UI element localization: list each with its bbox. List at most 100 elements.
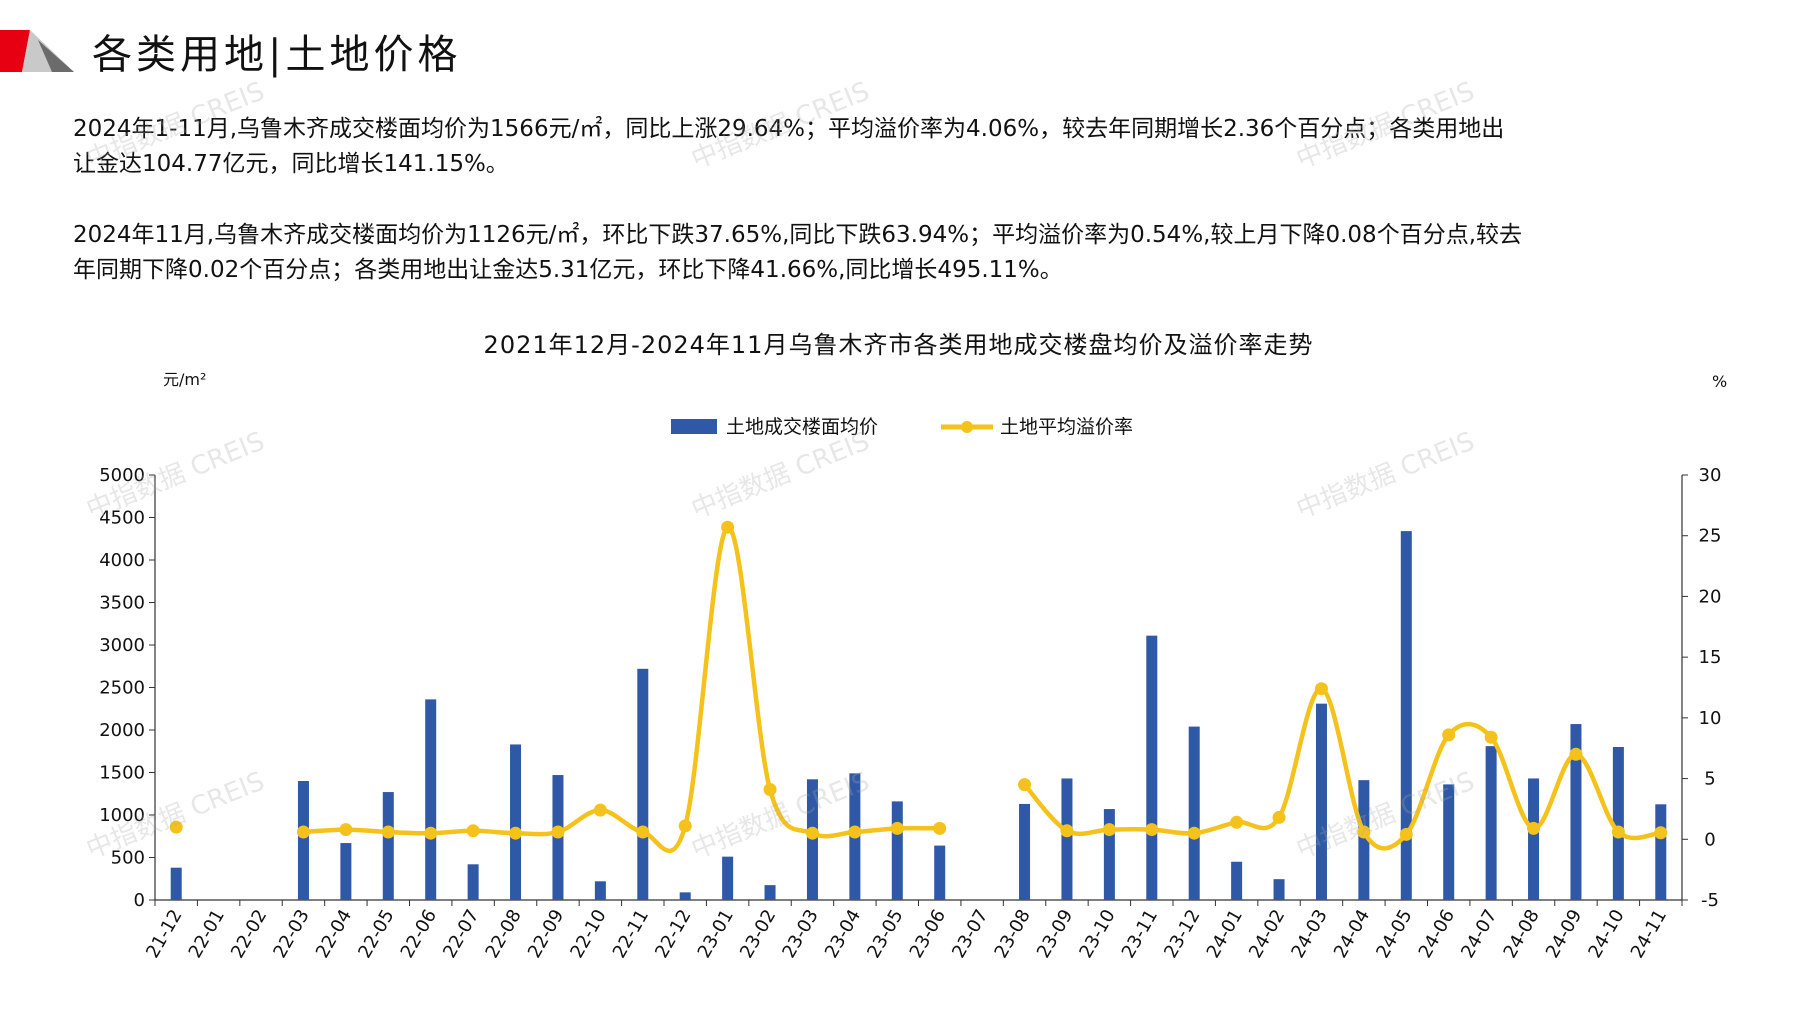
right-axis-tick-label: 20 <box>1699 586 1722 607</box>
line-point <box>1611 825 1625 839</box>
line-point <box>636 825 650 839</box>
bar <box>1188 726 1200 900</box>
bar <box>1146 635 1158 900</box>
right-axis-tick-label: -5 <box>1701 890 1719 911</box>
x-axis-tick-label: 23-12 <box>1160 906 1204 962</box>
line-point <box>169 820 183 834</box>
line-point <box>890 821 904 835</box>
x-axis-tick-label: 22-05 <box>354 906 398 962</box>
bar <box>1315 703 1327 900</box>
x-axis-tick-label: 24-02 <box>1245 906 1289 962</box>
line-point <box>1145 823 1159 837</box>
line-point <box>1314 682 1328 696</box>
x-axis-tick-label: 23-03 <box>778 906 822 962</box>
paragraph-line: 2024年11月,乌鲁木齐成交楼面均价为1126元/㎡，环比下跌37.65%,同… <box>73 222 1522 248</box>
line-point <box>593 803 607 817</box>
line-point <box>848 825 862 839</box>
line-point <box>296 825 310 839</box>
legend-label-premium: 土地平均溢价率 <box>1000 416 1133 438</box>
x-axis-tick-label: 23-09 <box>1033 906 1077 962</box>
x-axis-tick-label: 23-02 <box>736 906 780 962</box>
x-axis-tick-label: 22-12 <box>651 906 695 962</box>
page-title: 各类用地|土地价格 <box>92 32 462 78</box>
bar <box>594 881 606 900</box>
bar <box>1485 746 1497 900</box>
summary-paragraph-month: 2024年11月,乌鲁木齐成交楼面均价为1126元/㎡，环比下跌37.65%,同… <box>73 218 1753 288</box>
right-axis-tick-label: 0 <box>1704 829 1715 850</box>
left-axis-unit: 元/m² <box>163 370 206 389</box>
x-axis-tick-label: 23-07 <box>948 906 992 962</box>
right-axis-tick-label: 25 <box>1699 526 1722 547</box>
left-axis-tick-label: 2000 <box>99 720 145 741</box>
bar <box>510 744 522 900</box>
left-axis-tick-label: 2500 <box>99 678 145 699</box>
bar-series <box>170 531 1667 900</box>
line-point <box>1187 826 1201 840</box>
line-point <box>551 825 565 839</box>
legend-swatch-bar <box>671 419 717 434</box>
x-axis-tick-label: 24-06 <box>1415 906 1459 962</box>
logo-red-shape <box>0 30 30 72</box>
paragraph-line: 年同期下降0.02个百分点；各类用地出让金达5.31亿元，环比下降41.66%,… <box>73 257 1063 283</box>
bar <box>297 781 309 900</box>
line-point <box>339 823 353 837</box>
bar <box>1655 804 1667 900</box>
line-point <box>381 825 395 839</box>
line-point <box>1230 815 1244 829</box>
x-axis-tick-label: 24-04 <box>1330 906 1374 962</box>
line-segment <box>1022 686 1662 851</box>
x-axis-tick-label: 22-10 <box>566 906 610 962</box>
line-series <box>169 520 1668 854</box>
right-axis-tick-label: 5 <box>1704 769 1715 790</box>
bar <box>1443 784 1455 900</box>
line-point <box>933 821 947 835</box>
paragraph-line: 2024年1-11月,乌鲁木齐成交楼面均价为1566元/㎡，同比上涨29.64%… <box>73 116 1505 142</box>
x-axis-tick-label: 23-06 <box>906 906 950 962</box>
brand-logo-icon <box>0 30 74 72</box>
x-axis-tick-label: 22-07 <box>439 906 483 962</box>
x-axis-tick-label: 21-12 <box>142 906 186 962</box>
line-point <box>721 520 735 534</box>
x-axis-tick-label: 23-04 <box>821 906 865 962</box>
left-axis-tick-label: 500 <box>111 848 145 869</box>
x-axis-tick-label: 22-03 <box>269 906 313 962</box>
x-axis-tick-label: 23-05 <box>863 906 907 962</box>
line-point <box>1272 810 1286 824</box>
paragraph-line: 让金达104.77亿元，同比增长141.15%。 <box>73 151 509 177</box>
line-point <box>1527 821 1541 835</box>
chart-title: 2021年12月-2024年11月乌鲁木齐市各类用地成交楼盘均价及溢价率走势 <box>483 331 1314 359</box>
x-axis-tick-label: 24-09 <box>1542 906 1586 962</box>
right-axis-tick-label: 15 <box>1699 647 1722 668</box>
line-point <box>805 826 819 840</box>
left-axis-tick-label: 4500 <box>99 508 145 529</box>
left-axis-tick-label: 1500 <box>99 763 145 784</box>
left-axis-tick-label: 4000 <box>99 550 145 571</box>
x-axis-tick-label: 24-05 <box>1372 906 1416 962</box>
bar <box>425 699 437 900</box>
right-axis-tick-label: 10 <box>1699 708 1722 729</box>
bar <box>1061 778 1073 900</box>
bar <box>382 792 394 900</box>
line-point <box>509 826 523 840</box>
x-axis-tick-label: 23-01 <box>694 906 738 962</box>
x-axis-tick-label: 23-11 <box>1118 906 1162 962</box>
x-axis-tick-label: 24-10 <box>1584 906 1628 962</box>
legend-swatch-marker <box>961 421 973 433</box>
line-point <box>1102 823 1116 837</box>
left-axis-tick-label: 5000 <box>99 465 145 486</box>
x-axis-tick-label: 24-11 <box>1627 906 1671 962</box>
line-point <box>678 819 692 833</box>
left-axis-tick-label: 0 <box>134 890 145 911</box>
line-point <box>1484 730 1498 744</box>
left-axis-tick-label: 3000 <box>99 635 145 656</box>
x-axis-tick-label: 22-09 <box>524 906 568 962</box>
line-point <box>1357 825 1371 839</box>
chart-axes: 0 500 1000 1500 2000 2500 3000 3500 4000 4500 5000… <box>99 465 1721 911</box>
bar <box>1273 879 1285 900</box>
bar <box>1358 780 1370 900</box>
x-axis-labels: 21-1222-0122-0222-0322-0422-0522-0622-07… <box>142 906 1671 962</box>
x-axis-tick-label: 22-02 <box>227 906 271 962</box>
bar <box>1019 803 1031 900</box>
bar <box>1231 861 1243 900</box>
